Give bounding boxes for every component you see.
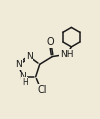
Text: O: O <box>47 37 54 47</box>
Text: N: N <box>15 60 22 69</box>
Text: NH: NH <box>60 50 74 59</box>
Text: N: N <box>26 52 32 61</box>
Text: N: N <box>19 72 26 81</box>
Text: Cl: Cl <box>37 85 47 95</box>
Text: H: H <box>22 78 28 87</box>
